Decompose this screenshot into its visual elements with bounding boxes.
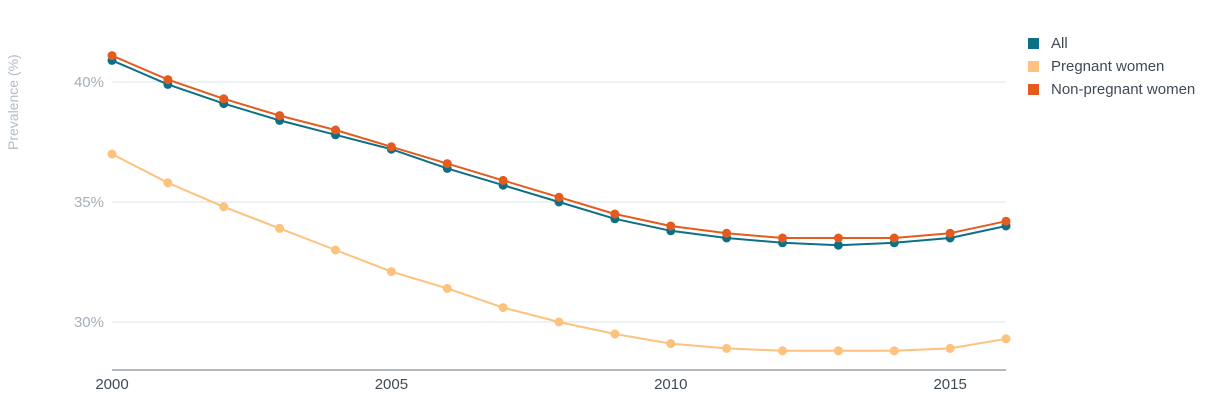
point-non-pregnant-women-2006[interactable] — [442, 159, 452, 169]
legend-swatch-all — [1028, 38, 1039, 49]
point-pregnant-women-2010[interactable] — [666, 339, 676, 349]
series-line-all — [111, 59, 1007, 247]
point-pregnant-women-2012[interactable] — [778, 346, 787, 356]
point-pregnant-women-2006[interactable] — [442, 283, 452, 293]
point-pregnant-women-2007[interactable] — [498, 303, 508, 313]
legend-label-non-pregnant-women: Non-pregnant women — [1051, 81, 1196, 98]
y-axis-label: Prevalence (%) — [5, 54, 21, 150]
point-pregnant-women-2015[interactable] — [945, 343, 955, 353]
legend-item-pregnant-women[interactable]: Pregnant women — [1028, 55, 1195, 78]
point-non-pregnant-women-2015[interactable] — [945, 228, 955, 238]
point-non-pregnant-women-2016[interactable] — [1001, 216, 1011, 226]
point-non-pregnant-women-2003[interactable] — [275, 111, 285, 121]
x-tick-label-2005: 2005 — [375, 376, 408, 393]
y-tick-label-30: 30% — [74, 314, 104, 331]
point-non-pregnant-women-2010[interactable] — [666, 221, 676, 231]
point-pregnant-women-2013[interactable] — [833, 346, 843, 356]
legend-swatch-pregnant-women — [1028, 61, 1039, 72]
point-non-pregnant-women-2013[interactable] — [833, 233, 843, 243]
point-pregnant-women-2014[interactable] — [889, 346, 899, 356]
legend-label-all: All — [1051, 35, 1068, 52]
y-tick-label-40: 40% — [74, 74, 104, 91]
point-pregnant-women-2016[interactable] — [1001, 334, 1011, 344]
point-pregnant-women-2001[interactable] — [163, 178, 173, 188]
point-non-pregnant-women-2004[interactable] — [331, 125, 340, 135]
x-tick-label-2000: 2000 — [95, 376, 128, 393]
point-all-2013[interactable] — [833, 240, 843, 250]
point-pregnant-women-2003[interactable] — [275, 223, 285, 233]
point-non-pregnant-women-2009[interactable] — [610, 209, 620, 219]
legend-item-all[interactable]: All — [1028, 32, 1195, 55]
point-non-pregnant-women-2005[interactable] — [386, 142, 396, 152]
point-pregnant-women-2004[interactable] — [331, 245, 340, 255]
point-non-pregnant-women-2001[interactable] — [163, 75, 173, 85]
point-non-pregnant-women-2008[interactable] — [554, 192, 564, 202]
point-pregnant-women-2011[interactable] — [722, 343, 732, 353]
x-tick-label-2010: 2010 — [654, 376, 687, 393]
point-pregnant-women-2009[interactable] — [610, 329, 620, 339]
legend-item-non-pregnant-women[interactable]: Non-pregnant women — [1028, 78, 1195, 101]
point-non-pregnant-women-2014[interactable] — [889, 233, 899, 243]
point-non-pregnant-women-2007[interactable] — [498, 175, 508, 185]
y-tick-label-35: 35% — [74, 194, 104, 211]
point-pregnant-women-2005[interactable] — [386, 267, 396, 277]
x-tick-label-2015: 2015 — [933, 376, 966, 393]
legend-swatch-non-pregnant-women — [1028, 84, 1039, 95]
legend: All Pregnant women Non-pregnant women — [1028, 32, 1195, 101]
point-pregnant-women-2002[interactable] — [219, 202, 229, 212]
point-non-pregnant-women-2002[interactable] — [219, 94, 229, 104]
point-pregnant-women-2000[interactable] — [107, 149, 117, 159]
series-line-non-pregnant-women — [111, 54, 1007, 239]
point-non-pregnant-women-2000[interactable] — [107, 51, 117, 61]
y-axis-ticks: 30% 35% 40% — [74, 74, 104, 331]
legend-label-pregnant-women: Pregnant women — [1051, 58, 1165, 75]
series-points — [107, 51, 1011, 356]
x-axis-ticks: 2000 2005 2010 2015 — [95, 376, 967, 393]
point-non-pregnant-women-2011[interactable] — [722, 228, 732, 238]
point-non-pregnant-women-2012[interactable] — [778, 233, 787, 243]
point-pregnant-women-2008[interactable] — [554, 317, 564, 327]
